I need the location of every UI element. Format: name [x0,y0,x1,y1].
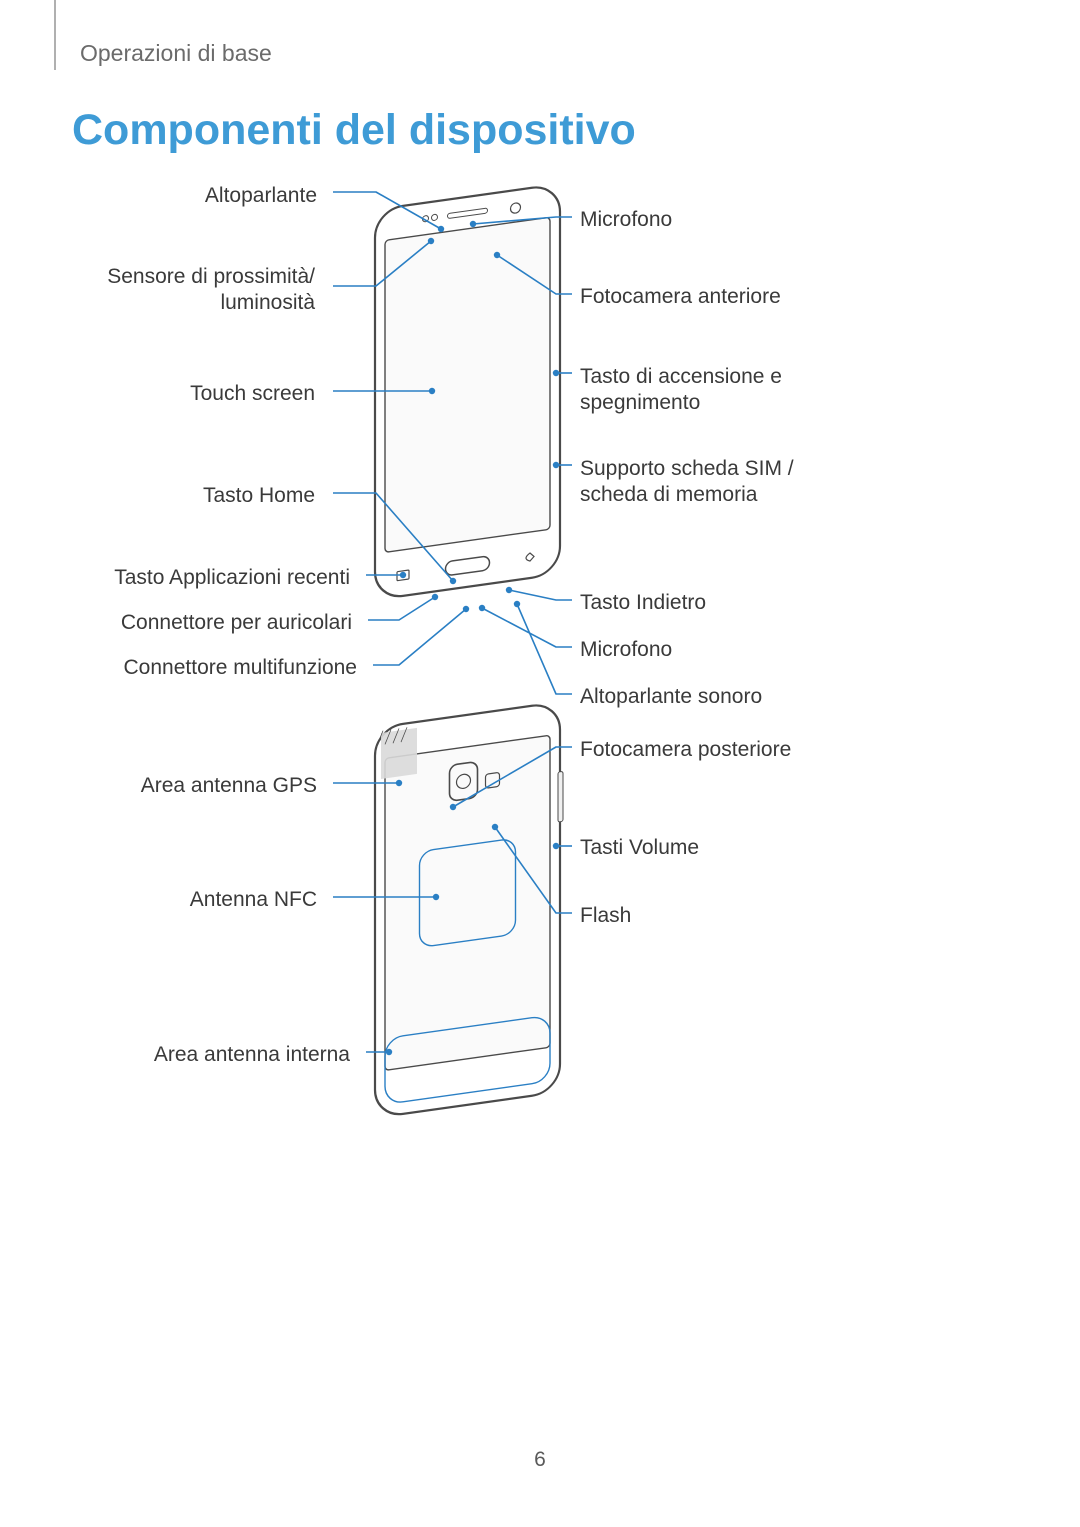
callout-sensore: Sensore di prossimità/ luminosità [107,264,315,317]
callout-tasti_volume: Tasti Volume [580,835,699,861]
callout-tasto_indietro: Tasto Indietro [580,590,706,616]
callout-fotocamera_ant: Fotocamera anteriore [580,284,781,310]
callout-flash: Flash [580,903,631,929]
callout-touchscreen: Touch screen [190,381,315,407]
callout-tasto_app: Tasto Applicazioni recenti [114,565,350,591]
callout-conn_multi: Connettore multifunzione [124,655,357,681]
section-label: Operazioni di base [80,40,272,67]
margin-rule [54,0,56,70]
page-number: 6 [534,1448,546,1472]
callout-conn_auric: Connettore per auricolari [121,610,352,636]
callout-sim: Supporto scheda SIM / scheda di memoria [580,456,794,509]
callout-microfono_top: Microfono [580,207,672,233]
callout-altoparlante_son: Altoparlante sonoro [580,684,762,710]
callout-fotocamera_post: Fotocamera posteriore [580,737,791,763]
callout-tasto_acc: Tasto di accensione e spegnimento [580,364,782,417]
callout-antenna_int: Area antenna interna [154,1042,350,1068]
callout-tasto_home: Tasto Home [203,483,315,509]
callout-altoparlante: Altoparlante [205,183,317,209]
page-title: Componenti del dispositivo [72,106,636,155]
callout-microfono_bot: Microfono [580,637,672,663]
device-diagram: Altoparlante Sensore di prossimità/ lumin… [0,165,1080,1165]
callout-nfc: Antenna NFC [190,887,317,913]
callout-gps: Area antenna GPS [141,773,317,799]
